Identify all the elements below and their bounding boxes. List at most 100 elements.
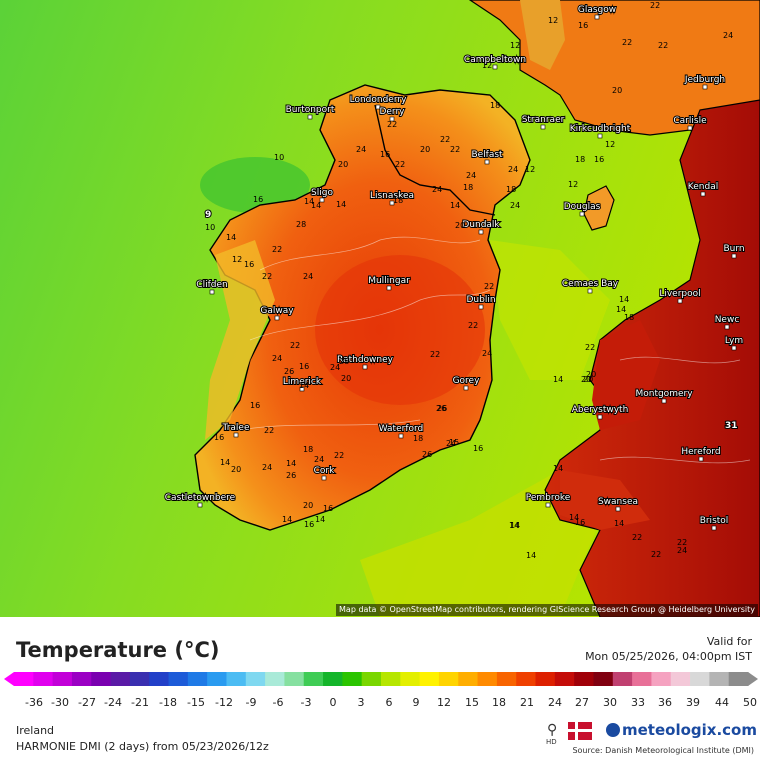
scale-tick-label: 33 [631,696,645,708]
isotherm-value: 14 [553,375,563,384]
place-marker [545,502,551,508]
scale-swatch [33,672,54,686]
temperature-map: Glasgow Campbeltown Jedburgh Burtonport Lond… [0,0,760,617]
place-clifden: Clifden [195,279,229,295]
ireland-west-coast-band [205,240,275,440]
legend-title: Temperature (°C) [16,638,220,662]
isotherm-value: 18 [490,101,500,110]
scale-swatch [226,672,247,686]
place-name: Glasgow [578,5,616,15]
isotherm-value: 22 [484,282,494,291]
scale-swatch [207,672,227,686]
isotherm-value: 22 [650,1,660,10]
place-marker [197,502,203,508]
scale-tick-label: -21 [131,696,149,708]
place-name: Swansea [598,497,638,507]
kintyre-land [520,0,565,70]
place-name: Lisnaskea [370,191,414,201]
place-marker [597,133,603,139]
isotherm-value: 20 [583,375,593,384]
place-name: Mullingar [368,276,410,286]
isotherm-lines [239,236,751,464]
isotherm-value: 18 [575,155,585,164]
place-marker [492,64,498,70]
isotherm-value: 26 [436,404,446,413]
isotherm-value: 24 [262,463,272,472]
isotherm-value: 14 [450,201,460,210]
place-marker [209,289,215,295]
place-name: Cemaes Bay [562,279,619,289]
place-rathdowney: Rathdowney [336,354,395,370]
scale-swatch [400,672,421,686]
scale-tick-label: 15 [465,696,479,708]
isotherm-value: 14 [286,459,296,468]
isotherm-value: 26 [437,404,447,413]
isotherm-value: 16 [323,504,333,513]
map-attribution[interactable]: Map data © OpenStreetMap contributors, r… [336,604,758,616]
isotherm-value: 12 [548,16,558,25]
isotherm-value: 20 [586,370,596,379]
isotherm-value: 12 [605,140,615,149]
isotherm-value: 22 [290,341,300,350]
denmark-flag-icon [568,722,592,740]
isotherm-value: 26 [284,367,294,376]
isotherm-value: 22 [262,272,272,281]
place-jedburgh: Jedburgh [683,74,726,90]
place-name: Jedburgh [684,75,725,85]
place-marker [540,124,546,130]
isotherm-value: 22 [395,160,405,169]
place-marker [711,525,717,531]
data-source: Source: Danish Meteorological Institute … [572,746,754,755]
scale-tick-label: 3 [358,696,365,708]
place-marker [661,398,667,404]
place-name: Kendal [688,182,718,192]
hd-label[interactable]: HD [546,738,557,746]
scale-swatch [574,672,594,686]
place-castletownbere: Castletownbere [164,492,237,508]
isotherm-value: 22 [450,145,460,154]
place-marker [587,288,593,294]
place-cork: Cork [313,465,336,481]
isotherm-value: 22 [468,321,478,330]
isotherm-value: 22 [651,550,661,559]
place-labels: Glasgow Campbeltown Jedburgh Burtonport Lond… [164,4,746,531]
place-kendal: Kendal [687,181,719,197]
scale-swatch [129,672,150,686]
place-name: Waterford [379,424,424,434]
scale-swatch [651,672,672,686]
scale-tick-label: 0 [330,696,337,708]
place-marker [594,14,600,20]
scale-swatch [168,672,189,686]
scale-swatch [535,672,556,686]
isotherm-value: 16 [578,21,588,30]
place-marker [321,475,327,481]
place-name: Tralee [222,423,250,433]
place-swansea: Swansea [597,496,639,512]
place-marker [698,456,704,462]
search-icon[interactable]: ⚲ [547,722,558,738]
scale-right-arrow [748,672,758,686]
isotherm-value: 22 [658,41,668,50]
place-pembroke: Pembroke [525,492,572,508]
scale-tick-label: 9 [413,696,420,708]
place-sligo: Sligo [310,187,334,203]
place-name: Burtonport [286,105,335,115]
place-name: Derry [379,107,405,117]
place-name: Londonderry [350,95,407,105]
place-name: Castletownbere [165,493,236,503]
place-marker [386,285,392,291]
brand-logo[interactable]: meteologix.com [606,721,757,739]
place-name: Burn [723,244,744,254]
place-marker [484,159,490,165]
place-marker [687,125,693,131]
scale-swatch [632,672,652,686]
place-marker [579,211,585,217]
scale-swatch [612,672,633,686]
place-marker [319,197,325,203]
isotherm-value: 14 [226,233,236,242]
isotherm-value: 24 [432,185,442,194]
place-lisnaskea: Lisnaskea [369,190,415,206]
isotherm-value: 14 [299,381,309,390]
scale-swatch [91,672,112,686]
